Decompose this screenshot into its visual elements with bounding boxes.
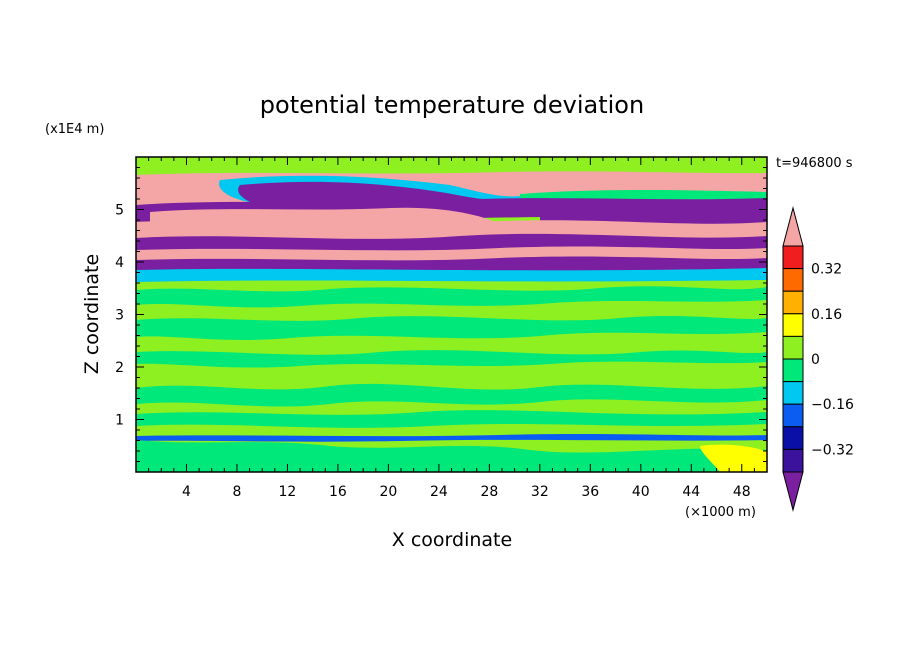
contour-field bbox=[136, 157, 767, 472]
contour-band-surface-1 bbox=[136, 434, 767, 442]
x-tick-label: 16 bbox=[329, 484, 347, 500]
colorbar-swatch bbox=[782, 313, 804, 337]
colorbar-swatch bbox=[782, 358, 804, 383]
y-tick-label: 3 bbox=[115, 308, 124, 324]
colorbar-swatch bbox=[782, 290, 804, 315]
contour-band-surface-3 bbox=[700, 444, 767, 472]
contour-band-lower-mottle-5 bbox=[136, 410, 767, 428]
y-tick-label: 2 bbox=[115, 360, 124, 376]
x-tick-label: 44 bbox=[682, 484, 700, 500]
x-tick-label: 28 bbox=[480, 484, 498, 500]
y-tick-label: 1 bbox=[115, 413, 124, 429]
colorbar-extend-bottom bbox=[782, 471, 804, 512]
contour-band-lower-mottle-4 bbox=[136, 383, 767, 407]
x-tick-label: 20 bbox=[379, 484, 397, 500]
colorbar-swatch bbox=[782, 426, 804, 450]
y-axis-label: Z coordinate bbox=[81, 254, 103, 374]
x-tick-label: 32 bbox=[531, 484, 549, 500]
colorbar-swatch bbox=[782, 448, 804, 473]
contour-band-lower-mottle-2 bbox=[136, 316, 767, 340]
chart-title: potential temperature deviation bbox=[260, 91, 644, 119]
y-tick-label: 4 bbox=[115, 255, 124, 271]
contour-band-upper-12 bbox=[136, 268, 767, 282]
colorbar-tick-label: −0.16 bbox=[811, 397, 854, 413]
contour-band-surface-2 bbox=[136, 440, 767, 472]
y-axis-ticks: 1 2 3 4 5 bbox=[115, 167, 767, 462]
x-axis-ticks: 4 8 12 16 20 24 28 32 36 40 44 48 bbox=[148, 157, 755, 500]
colorbar-tick-label: 0.32 bbox=[811, 262, 842, 278]
colorbar-swatch bbox=[782, 403, 804, 428]
x-tick-label: 12 bbox=[279, 484, 297, 500]
colorbar-swatch bbox=[782, 381, 804, 405]
x-tick-label: 8 bbox=[232, 484, 241, 500]
colorbar-tick-label: 0 bbox=[811, 352, 820, 368]
x-tick-label: 36 bbox=[581, 484, 599, 500]
colorbar-swatch bbox=[782, 245, 804, 270]
x-unit-label: (×1000 m) bbox=[685, 505, 756, 520]
x-tick-label: 48 bbox=[733, 484, 751, 500]
contour-band-lower-mottle-3 bbox=[136, 350, 767, 368]
colorbar-tick-label: 0.16 bbox=[811, 307, 842, 323]
contour-band-lower-mottle-1 bbox=[136, 286, 767, 308]
y-tick-label: 5 bbox=[115, 203, 124, 219]
y-unit-label: (x1E4 m) bbox=[45, 122, 104, 137]
x-tick-label: 24 bbox=[430, 484, 448, 500]
colorbar: 0.32 0.16 0 −0.16 −0.32 bbox=[782, 206, 854, 512]
colorbar-tick-label: −0.32 bbox=[811, 442, 854, 458]
x-tick-label: 4 bbox=[182, 484, 191, 500]
x-axis-label: X coordinate bbox=[392, 529, 512, 551]
colorbar-swatch bbox=[782, 335, 804, 360]
colorbar-extend-top bbox=[782, 206, 804, 247]
time-label: t=946800 s bbox=[776, 156, 853, 171]
x-tick-label: 40 bbox=[632, 484, 650, 500]
colorbar-swatch bbox=[782, 268, 804, 292]
contour-band-upper-3 bbox=[238, 181, 500, 207]
